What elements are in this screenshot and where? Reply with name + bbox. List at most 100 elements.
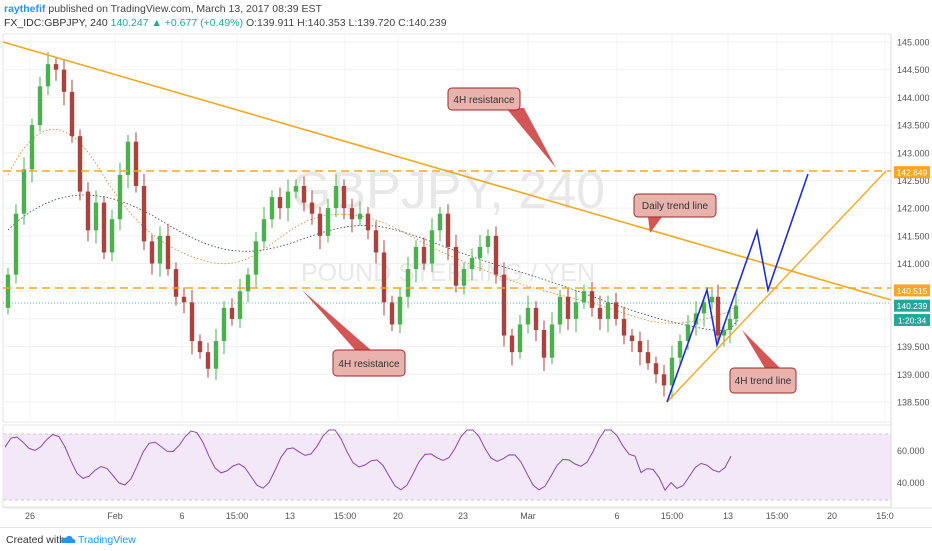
candle-58	[469, 248, 475, 281]
candle-52	[421, 237, 427, 271]
price-tick-1: 144.500	[897, 65, 930, 75]
candle-9	[77, 129, 83, 201]
candle-14	[117, 162, 123, 231]
time-tick-13: 20	[827, 511, 837, 521]
candle-39	[317, 207, 323, 250]
candle-23	[189, 290, 195, 355]
svg-text:4H trend line: 4H trend line	[735, 376, 792, 387]
header-line-2: FX_IDC:GBPJPY, 240 140.247 ▲ +0.677 (+0.…	[4, 17, 447, 29]
candle-24	[197, 334, 203, 359]
rsi-tick-0: 60.000	[897, 446, 925, 456]
candle-11	[93, 190, 99, 244]
svg-text:140.515: 140.515	[897, 286, 928, 296]
time-tick-7: 23	[458, 511, 468, 521]
candle-33	[269, 190, 275, 229]
candle-60	[485, 229, 491, 254]
callout-daily-trend-line: Daily trend line	[633, 193, 717, 233]
candle-46	[373, 220, 379, 264]
svg-text:142.649: 142.649	[897, 168, 928, 178]
candle-34	[277, 187, 283, 220]
svg-text:4H resistance: 4H resistance	[453, 95, 515, 106]
candle-68	[549, 312, 555, 365]
time-tick-2: 6	[179, 511, 184, 521]
price-axis: 145.000 144.500 144.000 143.500 143.000 142.5…	[890, 34, 930, 508]
candle-26	[213, 328, 219, 380]
candle-69	[557, 290, 563, 334]
candle-32	[261, 207, 267, 249]
candle-49	[397, 287, 403, 334]
candle-37	[301, 176, 307, 212]
candle-19	[157, 226, 163, 277]
svg-text:4H resistance: 4H resistance	[338, 359, 400, 370]
candle-48	[389, 295, 395, 332]
candle-8	[69, 79, 75, 143]
price-tick-8: 141.000	[897, 259, 930, 269]
candle-80	[645, 339, 651, 370]
candle-74	[597, 295, 603, 330]
candle-20	[165, 223, 171, 276]
price-tick-2: 144.000	[897, 93, 930, 103]
candle-5	[45, 51, 51, 96]
price-tick-6: 142.000	[897, 204, 930, 214]
rsi-axis: 60.000 40.000	[897, 446, 925, 488]
candle-3	[29, 118, 35, 183]
candle-17	[141, 173, 147, 251]
price-tick-0: 145.000	[897, 38, 930, 48]
candle-22	[181, 287, 187, 314]
candle-50	[405, 256, 411, 308]
candle-51	[413, 240, 419, 283]
tradingview-link[interactable]: TradingView	[78, 534, 136, 546]
candle-44	[357, 201, 363, 226]
symbol-label: FX_IDC:GBPJPY, 240	[4, 17, 108, 29]
time-tick-10: 15:00	[661, 511, 684, 521]
candle-2	[21, 157, 27, 225]
candle-77	[621, 306, 627, 345]
candle-29	[237, 279, 243, 328]
candle-72	[581, 284, 587, 309]
candle-89	[715, 284, 721, 345]
price-change: 140.247 ▲ +0.677 (+0.49%)	[110, 17, 244, 29]
svg-text:140.239: 140.239	[897, 301, 928, 311]
candle-92	[733, 293, 739, 326]
candle-59	[477, 234, 483, 272]
candle-71	[573, 290, 579, 333]
price-tick-12: 139.000	[897, 370, 930, 380]
author-name[interactable]: raythefif	[4, 3, 46, 15]
candle-87	[701, 295, 707, 327]
candle-67	[541, 320, 547, 371]
price-tick-11: 139.500	[897, 342, 930, 352]
price-tick-5: 142.500	[897, 176, 930, 186]
time-tick-14: 15:0	[876, 511, 894, 521]
candle-66	[533, 301, 539, 342]
candle-91	[727, 309, 733, 344]
callout-4h-resistance-top: 4H resistance	[447, 87, 556, 168]
watermark-name: POUND STERLING / YEN	[301, 259, 595, 287]
candle-6	[53, 57, 59, 81]
candle-45	[365, 207, 371, 240]
time-tick-4: 13	[285, 511, 295, 521]
published-text: published on TradingView.com, March 13, …	[48, 3, 322, 15]
candle-13	[109, 209, 115, 262]
candle-55	[445, 204, 451, 261]
time-tick-1: Feb	[107, 511, 123, 521]
svg-text:Daily trend line: Daily trend line	[642, 201, 709, 212]
candle-78	[629, 328, 635, 353]
candle-88	[709, 287, 715, 309]
candle-82	[661, 364, 667, 397]
daily-trend-line	[2, 41, 892, 301]
candle-76	[613, 292, 619, 326]
candle-10	[85, 182, 91, 242]
rsi-line	[4, 429, 732, 492]
candle-38	[309, 190, 315, 225]
price-tick-3: 143.500	[897, 121, 930, 131]
callout-4h-trend-line: 4H trend line	[729, 330, 797, 394]
candle-41	[333, 173, 339, 218]
ohlc-values: O:139.911 H:140.353 L:139.720 C:140.239	[245, 17, 447, 29]
projection-path	[666, 173, 809, 403]
candle-42	[341, 179, 347, 220]
candle-27	[221, 301, 227, 355]
chart-svg: GBPJPY, 240 POUND STERLING / YEN 4H resi…	[2, 33, 932, 521]
rsi-band	[3, 434, 891, 500]
time-axis: 26 Feb 6 15:00 13 15:00 20 23 Mar 6 15:00 13 15:00 20…	[25, 511, 894, 521]
price-badge-1: 140.515	[894, 284, 930, 297]
